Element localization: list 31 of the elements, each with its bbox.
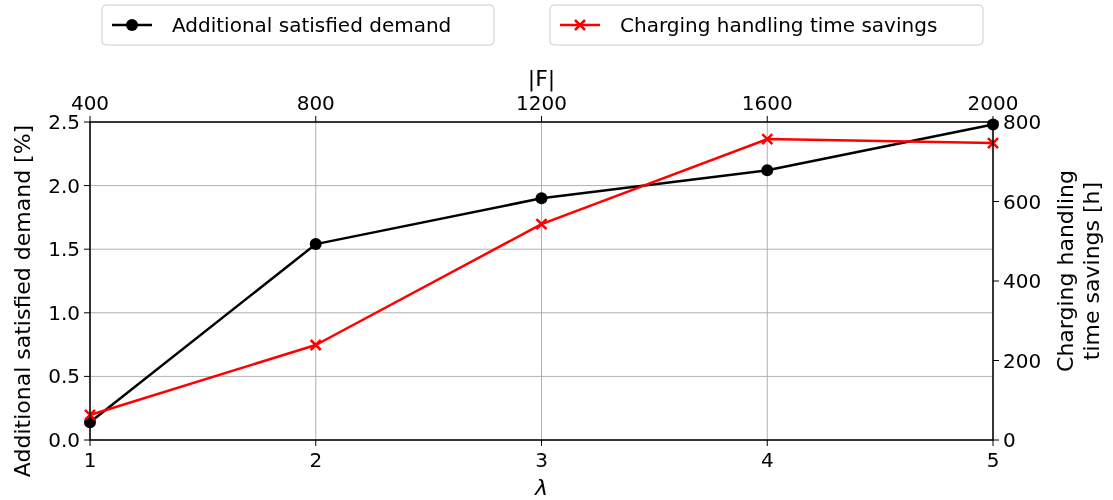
- x2-tick-label: 1600: [741, 91, 793, 115]
- point: [535, 192, 548, 205]
- point: [309, 238, 322, 251]
- legend-label: Additional satisfied demand: [172, 13, 452, 37]
- point: [309, 338, 322, 352]
- y-tick-label: 2.0: [48, 173, 80, 198]
- y-tick-label: 1.0: [48, 300, 80, 325]
- y-tick-label: 0.0: [48, 428, 80, 452]
- y2-tick-label: 200: [1003, 348, 1042, 373]
- x2-tick-label: 800: [296, 91, 335, 115]
- x2-axis-title: |F|: [527, 66, 556, 92]
- y2-tick-label: 0: [1003, 428, 1016, 452]
- x-tick-label: 3: [535, 448, 548, 472]
- point: [761, 164, 774, 177]
- point: [535, 217, 548, 231]
- y-axis-title: Additional satisfied demand [%]: [10, 124, 35, 478]
- y2-tick-label: 400: [1003, 269, 1042, 293]
- y-tick-label: 0.5: [48, 364, 80, 389]
- x-tick-label: 5: [986, 448, 1000, 472]
- x-tick-label: 4: [760, 448, 774, 472]
- point: [761, 132, 774, 146]
- x2-tick-label: 1200: [516, 91, 567, 115]
- x-tick-label: 2: [309, 448, 323, 472]
- legend-label: Charging handling time savings: [620, 13, 938, 37]
- point: [986, 136, 1000, 150]
- y2-tick-label: 600: [1003, 189, 1042, 214]
- x-axis-title: λ: [533, 475, 549, 500]
- y2-axis-title: Charging handling time savings [h]: [1053, 170, 1104, 372]
- y-tick-label: 1.5: [48, 237, 80, 262]
- point: [83, 408, 97, 422]
- x-tick-label: 1: [83, 448, 97, 472]
